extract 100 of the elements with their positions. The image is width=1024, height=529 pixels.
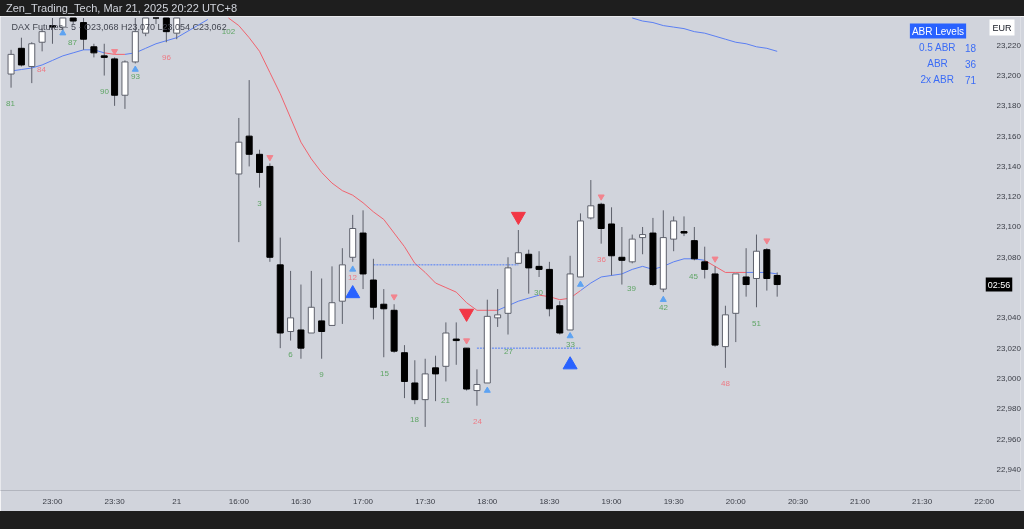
- candlestick: [28, 41, 36, 84]
- annotation: 36: [597, 255, 607, 264]
- x-tick-label: 23:30: [104, 496, 126, 506]
- candlestick: [17, 37, 25, 67]
- point: [111, 49, 119, 56]
- candlestick: [587, 179, 595, 220]
- point: [510, 211, 526, 225]
- candlestick: [742, 247, 750, 298]
- candlestick: [473, 368, 481, 407]
- annotation: 2x ABR: [920, 74, 954, 86]
- y-tick-label: 23,020: [996, 343, 1022, 353]
- candlestick: [628, 234, 636, 264]
- point: [711, 256, 719, 263]
- annotation: 90: [100, 87, 110, 96]
- x-tick-label: 16:00: [228, 496, 250, 506]
- candlestick: [297, 284, 305, 360]
- annotation: 71: [964, 74, 977, 86]
- annotation: 27: [504, 347, 514, 356]
- point: [349, 265, 357, 272]
- annotation: 18: [964, 42, 977, 54]
- annotation: ABR Levels: [911, 25, 965, 37]
- point: [390, 294, 398, 301]
- candlestick: [773, 271, 781, 298]
- x-tick-label: 21:00: [850, 496, 871, 506]
- x-tick-label: 21:30: [912, 496, 933, 506]
- candlestick: [639, 226, 647, 255]
- candlestick: [535, 250, 543, 278]
- candlestick: [328, 265, 336, 326]
- x-tick-label: 18:00: [477, 496, 498, 506]
- y-tick-label: 23,040: [996, 313, 1022, 323]
- point: [576, 280, 584, 287]
- candlestick: [670, 215, 678, 252]
- candlestick: [245, 79, 253, 167]
- x-tick-label: 20:00: [725, 496, 747, 506]
- candlestick: [690, 226, 698, 261]
- candlestick: [411, 359, 419, 405]
- annotation: 51: [752, 319, 762, 328]
- annotation: 45: [689, 272, 699, 281]
- annotation: 9: [319, 370, 325, 379]
- x-tick-label: 23:00: [42, 496, 64, 506]
- candlestick: [514, 229, 522, 264]
- annotation: 36: [964, 58, 977, 70]
- candlestick: [38, 28, 46, 52]
- y-tick-label: 23,100: [996, 222, 1022, 232]
- annotation: 81: [6, 99, 16, 108]
- annotation: 48: [721, 379, 731, 388]
- annotation: 93: [131, 72, 141, 81]
- candlestick: [701, 246, 709, 279]
- point: [463, 338, 471, 345]
- line-series: [631, 17, 778, 52]
- candlestick: [100, 43, 108, 77]
- point: [562, 356, 578, 370]
- candlestick: [256, 149, 264, 189]
- point: [659, 295, 667, 302]
- x-tick-label: 17:30: [415, 496, 436, 506]
- x-tick-label: 17:00: [353, 496, 374, 506]
- candlestick: [494, 288, 502, 328]
- candlestick: [287, 270, 295, 342]
- y-tick-label: 23,220: [996, 40, 1022, 50]
- chart-title: Zen_Trading_Tech, Mar 21, 2025 20:22 UTC+8: [5, 1, 238, 16]
- x-tick-label: 19:00: [601, 496, 623, 506]
- candlestick: [432, 355, 440, 402]
- annotation: 0.5 ABR: [918, 42, 956, 53]
- candlestick: [452, 321, 460, 366]
- annotation: 87: [68, 38, 78, 47]
- point: [483, 386, 491, 393]
- y-tick-label: 23,120: [996, 192, 1022, 202]
- y-tick-label: 23,160: [996, 131, 1022, 141]
- x-tick-label: 19:30: [663, 496, 685, 506]
- y-tick-label: 23,200: [996, 71, 1022, 81]
- candlestick: [318, 277, 326, 360]
- annotation: 30: [534, 288, 544, 297]
- candlestick: [525, 249, 533, 295]
- point: [597, 194, 605, 201]
- annotation: 12: [348, 273, 358, 282]
- annotation: 6: [288, 350, 294, 359]
- x-tick-label: 16:30: [290, 496, 312, 506]
- y-tick-label: 22,940: [996, 464, 1022, 474]
- y-tick-label: 22,980: [996, 404, 1022, 414]
- x-tick-label: 21: [172, 496, 182, 506]
- annotation: 39: [627, 284, 637, 293]
- y-tick-label: 23,140: [996, 161, 1022, 171]
- annotation: ABR: [927, 58, 948, 70]
- point: [763, 238, 771, 245]
- y-axis-title: EUR: [992, 22, 1012, 33]
- annotation: 3: [257, 199, 263, 208]
- x-tick-label: 18:30: [539, 496, 560, 506]
- annotation: 18: [410, 415, 420, 424]
- candlestick: [618, 226, 626, 286]
- y-tick-label: 23,180: [996, 101, 1022, 111]
- annotation: 33: [566, 340, 576, 349]
- point: [266, 155, 274, 162]
- annotation: 42: [659, 303, 669, 312]
- annotation: 96: [162, 53, 172, 62]
- annotation: 15: [380, 369, 390, 378]
- x-tick-label: 22:00: [974, 496, 995, 506]
- candlestick: [680, 215, 688, 237]
- point: [345, 285, 361, 299]
- annotation: 84: [37, 65, 47, 74]
- y-tick-label: 22,960: [996, 434, 1022, 444]
